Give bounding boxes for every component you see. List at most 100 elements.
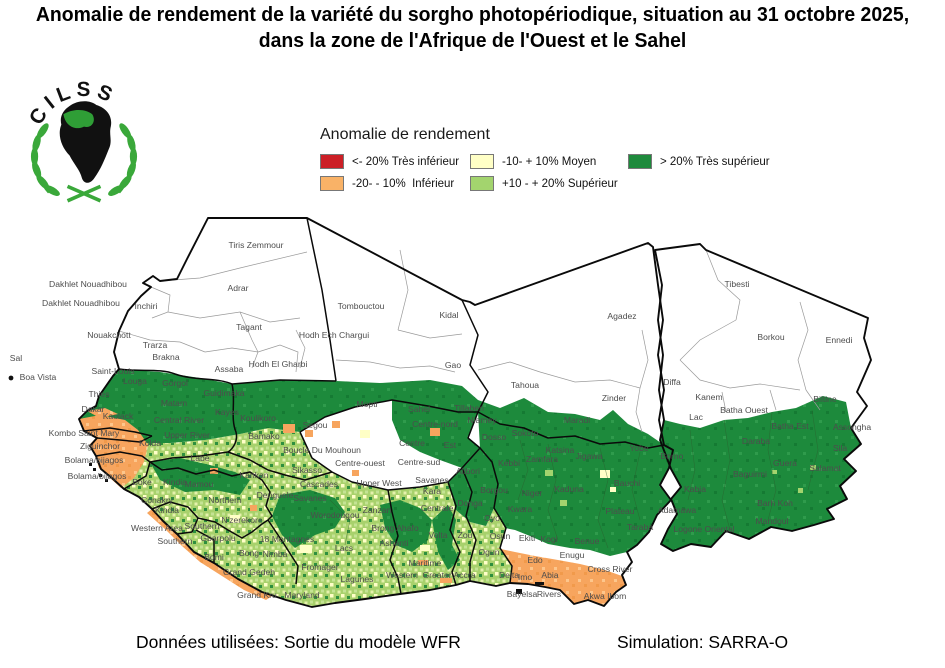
map-region-label: Salamat: [809, 463, 841, 473]
map-region-label: Dakar: [82, 404, 105, 414]
map-region-label: Brong Ahafo: [371, 523, 419, 533]
map-legend: Anomalie de rendement <- 20% Très inféri…: [320, 126, 920, 202]
map-region-label: Brakna: [152, 352, 179, 362]
speckle-patches: [210, 421, 816, 583]
map-region-label: Volta: [428, 530, 447, 540]
map-region-label: 18 Montagnes: [260, 534, 314, 544]
map-region-label: Akwa Ibom: [584, 591, 627, 601]
region-borders: [118, 249, 821, 433]
map-region-label: Hodh El Gharbi: [249, 359, 308, 369]
map-region-label: Worodougou: [310, 510, 359, 520]
map-region-label: Mopti: [356, 399, 377, 409]
map-region-label: Kindia: [155, 505, 179, 515]
region-borders-south: [179, 409, 819, 549]
map-labels-layer: Sal Boa Vista Tiris Zemmour Adrar Dakhlet No…: [10, 240, 872, 601]
map-region-label: Zinder: [602, 393, 626, 403]
map-region-label: Central River: [154, 415, 204, 425]
map-region-label: Dakhlet Nouadhibou: [49, 279, 127, 289]
map-region-label: Maradi: [564, 415, 590, 425]
map-region-label: Sahel: [408, 404, 430, 414]
legend-label: -10- + 10% Moyen: [502, 155, 597, 168]
map-region-label: Greater Accra: [422, 570, 475, 580]
map-region-label: Guera: [773, 458, 797, 468]
map-region-label: Gorgol: [162, 378, 188, 388]
map-region-label: Barh Koh: [757, 498, 793, 508]
map-region-label: Kabia: [684, 484, 706, 494]
map-region-label: Batha Est: [771, 421, 809, 431]
page-title: Anomalie de rendement de la variété du s…: [35, 4, 910, 52]
map-region-label: Grand Gedeh: [223, 567, 275, 577]
map-region-label: Tibesti: [725, 279, 750, 289]
map-region-label: Inchiri: [135, 301, 158, 311]
map-region-label: Ashanti: [380, 538, 409, 548]
map-region-label: Adamawa: [658, 505, 696, 515]
map-region-label: Plateau: [605, 506, 634, 516]
map-region-label: Lacs: [335, 543, 353, 553]
legend-swatch-darkgreen: [628, 154, 652, 169]
map-region-label: Tillaberi: [454, 403, 484, 413]
map-region-label: Mamou: [185, 479, 214, 489]
legend-item-moyen: -10- + 10% Moyen: [470, 154, 618, 169]
map-region-label: Oyo: [484, 513, 500, 523]
map-region-label: Assongha: [833, 422, 871, 432]
map-region-label: Gao: [445, 360, 461, 370]
map-region-label: Daraba: [742, 436, 770, 446]
map-region-label: Boa Vista: [20, 372, 57, 382]
map-region-label: Borgou: [480, 485, 508, 495]
map-region-label: Bamako: [248, 431, 280, 441]
legend-swatch-orange: [320, 176, 344, 191]
map-region-label: Centre-nord: [412, 419, 458, 429]
map-region-label: Western Area: [131, 523, 183, 533]
legend-swatch-lightgreen: [470, 176, 494, 191]
map-region-label: Kara: [423, 486, 441, 496]
map-region-label: Assaba: [215, 364, 244, 374]
map-region-label: Sila: [833, 443, 848, 453]
map-region-label: Kebbi: [498, 458, 520, 468]
map-region-label: Fromager: [301, 562, 338, 572]
map-region-label: Yobe: [629, 443, 649, 453]
map-region-label: Baguirmi: [733, 469, 767, 479]
footer-data-used: Données utilisées: Sortie du modèle WFR: [136, 632, 461, 652]
map-region-label: Kaolack: [103, 411, 134, 421]
map-region-label: Grand Kru: [237, 590, 277, 600]
map-region-label: Kindia: [163, 477, 187, 487]
map-region-label: Adrar: [227, 283, 248, 293]
map-region-label: Sokoto: [512, 428, 539, 438]
map-region-label: Kidal: [439, 310, 458, 320]
map-region-label: Kaduna: [554, 484, 584, 494]
map-region-label: Centrale: [421, 503, 454, 513]
map-region-label: Kankan: [239, 470, 268, 480]
map-region-label: Diffa: [663, 377, 681, 387]
map-region-label: Louga: [123, 376, 147, 386]
map-region-label: Gbarpolu: [200, 533, 236, 543]
map-region-label: Kolda: [139, 438, 161, 448]
map-region-label: Dosso: [482, 432, 507, 442]
legend-item-tres-inferieur: <- 20% Très inférieur: [320, 154, 459, 169]
legend-swatch-yellow: [470, 154, 494, 169]
legend-swatch-red: [320, 154, 344, 169]
map-region-label: Bomi: [204, 552, 224, 562]
map-region-label: Kwara: [508, 504, 533, 514]
map-region-label: Cross River: [588, 564, 633, 574]
map-region-label: Denguele: [257, 490, 294, 500]
map-region-label: Zou: [458, 530, 473, 540]
map-region-label: Segou: [303, 420, 328, 430]
sahel-green-patch: [63, 110, 94, 129]
map-region-label: Upper River: [164, 430, 210, 440]
footer-simulation: Simulation: SARRA-O: [617, 632, 789, 652]
map-region-label: Maryland: [284, 590, 320, 600]
map-region-label: Alibori: [456, 466, 480, 476]
map-region-label: Cascades: [300, 479, 338, 489]
map-region-label: Bolama/bijagos: [68, 471, 127, 481]
footer: Données utilisées: Sortie du modèle WFR …: [0, 632, 945, 660]
legend-grid: <- 20% Très inférieur -20- - 10% Inférie…: [320, 154, 920, 202]
map-region-label: Ekiti: [519, 533, 535, 543]
map-region-label: Lac: [689, 412, 704, 422]
map-region-label: Abia: [541, 570, 558, 580]
map-region-label: Donga: [457, 498, 483, 508]
map-region-label: N'zerekore: [221, 515, 263, 525]
map-region-label: Tagant: [236, 322, 262, 332]
map-region-label: Borkou: [757, 332, 784, 342]
map-region-label: Taraba: [627, 522, 653, 532]
map-region-label: Logone Oriental: [673, 524, 734, 534]
